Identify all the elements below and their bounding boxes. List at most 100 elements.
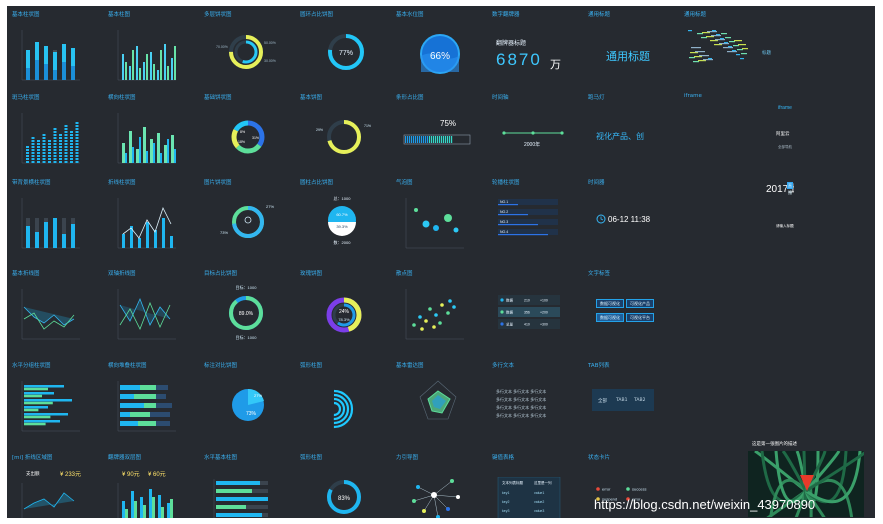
tab-item[interactable]: TAB1	[616, 398, 628, 403]
force-edge	[433, 494, 439, 518]
template-card-1-5[interactable]: 时间轴 2000年	[492, 93, 588, 179]
template-card-0-4[interactable]: 基本水位图 66%	[396, 10, 492, 96]
template-card-5-0[interactable]: [mi] 折线区域图 支出额 ¥ 233元	[12, 453, 108, 518]
template-card-0-5[interactable]: 数字翻牌器 翻牌器标题 6870 万	[492, 10, 588, 96]
legend-value: 410	[524, 323, 530, 327]
template-card-2-5[interactable]: 轮播柱状图 NO.1 NO.2 NO.3 NO.4	[492, 178, 588, 264]
progress-tick	[413, 136, 415, 143]
template-card-3-3[interactable]: 玫瑰饼图 24% 78.3%	[300, 269, 396, 355]
scatter-point	[420, 327, 424, 331]
hbar-b	[24, 401, 53, 405]
template-card-1-1[interactable]: 横向柱状图	[108, 93, 204, 179]
template-card-5-3[interactable]: 弧形柱图 83%	[300, 453, 396, 518]
scatter-point	[452, 305, 456, 309]
chart-thumbnail	[21, 289, 80, 340]
word-cloud-word	[706, 36, 714, 38]
word-cloud-word	[724, 42, 728, 44]
legend-name: 数据	[506, 310, 514, 315]
template-card-2-7[interactable]: 2017上海云栖大会直播请输入标题进行搜索，提示：请ctrl全局搜索进行	[684, 178, 794, 268]
template-card-2-3[interactable]: 圆柱占比饼图 总：1000 60.7% 39.3% 数：2000	[300, 178, 396, 264]
template-card-3-2[interactable]: 目标占比饼图 目标：1000 89.0% 目标：1000	[204, 269, 300, 355]
template-card-3-7[interactable]	[684, 269, 780, 355]
template-card-3-4[interactable]: 散点图	[396, 269, 492, 355]
user-icon	[244, 216, 252, 224]
chart-label: 18%	[238, 140, 245, 144]
template-card-5-1[interactable]: 翻牌器双层图 ¥ 90元 ¥ 60元	[108, 453, 204, 518]
template-card-5-6[interactable]: 状态卡片 error success suspend error	[588, 453, 684, 518]
template-card-4-7[interactable]	[684, 361, 780, 447]
bar	[146, 54, 148, 80]
scatter-point	[448, 299, 452, 303]
area-value: ¥ 233元	[60, 472, 82, 478]
legend-dot	[500, 310, 504, 314]
zebra-bar-segment	[64, 152, 68, 154]
template-card-5-5[interactable]: 键值表格 文本列表标题 这里是一列 key1 value1 key2 value2 key3 v…	[492, 453, 588, 518]
template-card-4-2[interactable]: 标注对比饼图 27% 73%	[204, 361, 300, 447]
template-card-1-2[interactable]: 基础饼状图 8% 31% 18%	[204, 93, 300, 179]
progress-tick	[407, 136, 409, 143]
template-card-3-0[interactable]: 基本折线图	[12, 269, 108, 355]
template-card-1-0[interactable]: 斑马柱状图	[12, 93, 108, 179]
template-card-1-4[interactable]: 条形占比图 75%	[396, 93, 492, 179]
zebra-bar-segment	[31, 152, 35, 154]
bar	[71, 224, 75, 248]
chart-thumbnail: 70.00% 50.00% 30.00%	[216, 35, 276, 69]
label-pie-a: 27%	[254, 393, 262, 398]
legend-row-bg	[498, 319, 560, 329]
bar	[125, 62, 127, 80]
bar	[158, 495, 161, 518]
zebra-bar-segment	[75, 137, 79, 139]
template-card-4-3[interactable]: 弧形柱图	[300, 361, 396, 447]
zebra-bar-segment	[42, 149, 46, 151]
progress-tick	[439, 136, 441, 143]
template-card-2-0[interactable]: 带背景横柱状图	[12, 178, 108, 264]
template-card-3-6[interactable]: 文字标签 数据可视化 可视化产品 数据可视化 可视化平台	[588, 269, 684, 355]
template-card-1-3[interactable]: 基本饼图 71% 29%	[300, 93, 396, 179]
template-card-0-1[interactable]: 基本柱图	[108, 10, 204, 96]
scatter-point	[428, 307, 432, 311]
template-card-0-3[interactable]: 圆环占比饼图 77%	[300, 10, 396, 96]
template-card-3-5[interactable]: 数据 210 +100 数据 356 +200 总量 410 +300	[492, 269, 588, 355]
tab-item[interactable]: 全部	[598, 399, 607, 404]
radar-area-2	[432, 395, 446, 409]
template-card-4-6[interactable]: TAB列表 全部 TAB1 TAB2	[588, 361, 684, 447]
flip-label: 翻牌器标题	[496, 41, 527, 47]
area-legend: 支出额	[26, 471, 40, 476]
template-card-2-2[interactable]: 图片饼状图 73% 27%	[204, 178, 300, 264]
status-label: success	[632, 487, 646, 492]
template-card-5-4[interactable]: 力引导图	[396, 453, 492, 518]
template-card-2-1[interactable]: 折线柱状图	[108, 178, 204, 264]
bar	[122, 501, 125, 518]
template-card-2-4[interactable]: 气泡图	[396, 178, 492, 264]
template-card-1-7[interactable]: iframeiframe阿里云全部导航产品解决方案云市场	[684, 93, 794, 179]
col-pie-top: 总：1000	[334, 195, 352, 201]
timeline-node	[560, 131, 564, 135]
template-card-4-0[interactable]: 水平分组柱状图	[12, 361, 108, 447]
template-card-4-4[interactable]: 基本雷达图	[396, 361, 492, 447]
template-card-2-6[interactable]: 时间器 06-12 11:38	[588, 178, 684, 264]
word-cloud-word	[728, 46, 732, 48]
chart-label: 30.00%	[264, 59, 276, 63]
template-card-3-1[interactable]: 双轴折线图	[108, 269, 204, 355]
chart-thumbnail: 71% 29%	[316, 120, 371, 154]
bar	[129, 66, 131, 80]
tab-item[interactable]: TAB2	[634, 398, 646, 403]
progress-tick	[415, 136, 417, 143]
template-card-4-5[interactable]: 多行文本 多行文本 多行文本 多行文本 多行文本 多行文本 多行文本 多行文本 多行文…	[492, 361, 588, 447]
zebra-bar-segment	[42, 152, 46, 154]
zebra-bar-segment	[31, 155, 35, 157]
template-card-0-7[interactable]: 通用标题 标题	[684, 10, 780, 96]
progress-tick	[405, 136, 407, 143]
template-card-0-6[interactable]: 通用标题 通用标题	[588, 10, 684, 96]
zebra-bar-segment	[31, 146, 35, 148]
template-card-0-2[interactable]: 多层饼状图 70.00% 50.00% 30.00%	[204, 10, 300, 96]
bar	[44, 64, 48, 80]
template-card-0-0[interactable]: 基本柱状图	[12, 10, 108, 96]
template-card-5-2[interactable]: 水平基本柱图	[204, 453, 300, 518]
series-line	[23, 312, 75, 330]
template-card-5-7[interactable]: 这是第一张图片的描述	[748, 437, 868, 517]
zebra-bar-segment	[37, 152, 40, 154]
template-card-4-1[interactable]: 横向堆叠柱状图	[108, 361, 204, 447]
zebra-bar-segment	[42, 158, 46, 160]
template-card-1-6[interactable]: 跑马灯 视化产品、创	[588, 93, 684, 179]
